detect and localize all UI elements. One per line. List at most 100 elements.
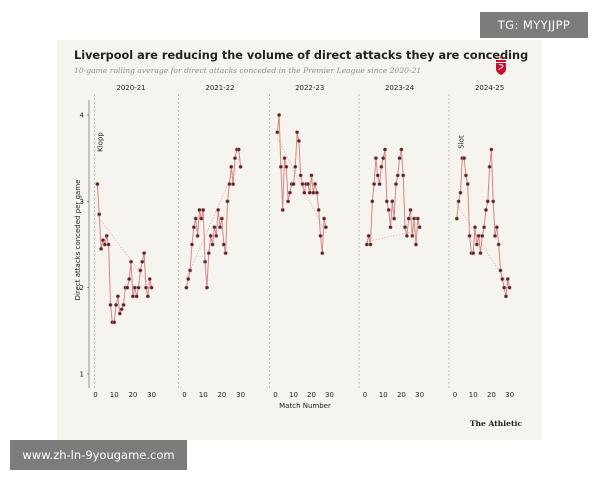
data-point (227, 182, 232, 187)
data-point (390, 199, 395, 204)
data-point (286, 199, 291, 204)
data-point (214, 233, 219, 238)
data-point (117, 311, 122, 316)
data-point (386, 207, 391, 213)
data-point (295, 130, 300, 135)
x-tick-label: 30 (236, 391, 245, 399)
data-point (384, 199, 389, 204)
data-point (502, 285, 507, 290)
data-point (132, 285, 137, 290)
data-point (404, 233, 409, 238)
data-point (456, 199, 461, 204)
data-point (311, 190, 316, 195)
data-point (397, 156, 402, 161)
manager-label: Klopp (97, 132, 105, 152)
data-point (102, 242, 107, 247)
data-point (119, 307, 124, 312)
data-point (494, 225, 499, 230)
axes-layer: 1 2 3 4 Direct attacks conceded per game Matc… (74, 84, 514, 410)
manager-label: Slot (458, 135, 466, 149)
data-point (377, 182, 382, 187)
data-point (300, 182, 305, 187)
data-point (471, 251, 476, 256)
x-tick-label: 10 (289, 391, 298, 399)
data-point (296, 138, 301, 143)
data-point (189, 242, 195, 247)
data-point (483, 207, 488, 213)
data-point (204, 285, 209, 290)
data-point (223, 251, 228, 256)
data-point (203, 259, 208, 264)
data-point (275, 130, 280, 135)
data-point (280, 207, 285, 213)
data-point (467, 233, 472, 238)
data-point (199, 216, 204, 221)
data-point (372, 182, 377, 187)
data-point (201, 207, 206, 213)
season-label: 2022-23 (295, 84, 324, 92)
data-point (476, 233, 481, 238)
data-point (229, 164, 234, 169)
data-point (125, 285, 130, 290)
data-point (379, 164, 384, 169)
data-point (410, 233, 415, 238)
season-label: 2021-22 (205, 84, 234, 92)
data-point (121, 302, 126, 307)
x-tick-label: 0 (453, 391, 457, 399)
data-point (130, 294, 135, 299)
series-line (456, 149, 511, 297)
data-point (97, 212, 102, 217)
source-credit: The Athletic (469, 419, 522, 428)
data-point (496, 242, 501, 247)
data-point (134, 294, 139, 299)
y-axis-label: Direct attacks conceded per game (74, 180, 82, 301)
data-point (458, 190, 463, 195)
data-point (149, 285, 154, 290)
data-point (393, 182, 398, 187)
data-point (191, 225, 196, 230)
data-point (492, 233, 498, 238)
data-point (287, 190, 292, 195)
data-point (395, 173, 400, 178)
data-point (140, 259, 145, 264)
liverpool-crest-icon (496, 55, 506, 75)
x-axis-label: Match Number (279, 402, 331, 410)
x-tick-label: 10 (110, 391, 119, 399)
data-point (231, 182, 236, 187)
data-point (277, 112, 282, 118)
data-point (364, 242, 369, 247)
data-point (320, 251, 325, 256)
data-point (415, 216, 420, 221)
data-point (142, 251, 147, 256)
x-tick-label: 0 (273, 391, 277, 399)
x-tick-label: 0 (182, 391, 186, 399)
data-point (413, 242, 419, 247)
data-point (472, 225, 478, 230)
data-point (373, 156, 378, 161)
data-point (507, 285, 512, 290)
x-tick-label: 0 (363, 391, 367, 399)
data-point (478, 251, 483, 256)
data-point (462, 156, 467, 161)
data-point (313, 182, 318, 187)
data-point (474, 242, 479, 247)
data-point (236, 147, 241, 152)
data-point (388, 225, 393, 230)
data-point (210, 242, 215, 247)
x-tick-label: 20 (217, 391, 226, 399)
data-point (412, 216, 417, 221)
data-point (138, 268, 143, 273)
data-point (465, 182, 470, 187)
data-point (195, 233, 200, 238)
data-point (375, 173, 380, 178)
season-label: 2024-25 (475, 84, 504, 92)
data-point (128, 259, 134, 264)
data-point (216, 207, 221, 213)
data-point (238, 164, 243, 169)
data-point (370, 199, 375, 204)
data-point (217, 225, 223, 230)
x-tick-label: 20 (487, 391, 496, 399)
data-point (114, 302, 119, 307)
data-point (305, 182, 310, 187)
